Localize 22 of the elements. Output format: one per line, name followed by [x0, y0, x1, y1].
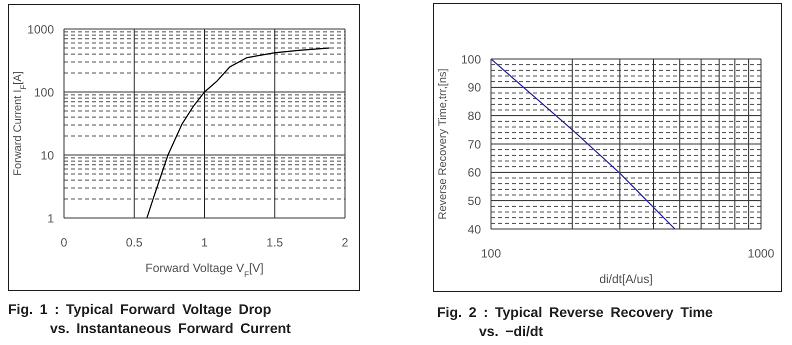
y-tick-label: 100 — [34, 85, 54, 100]
x-tick-label: 1.5 — [266, 236, 284, 250]
line-series — [146, 47, 330, 218]
y-tick-label: 60 — [468, 166, 482, 180]
y-tick-label: 80 — [468, 108, 482, 123]
y-tick-label: 1000 — [27, 22, 54, 36]
x-tick-label: 0.5 — [126, 236, 143, 250]
x-tick-label: 1 — [201, 236, 208, 250]
y-tick-label: 90 — [468, 80, 482, 95]
y-tick-label: 40 — [468, 222, 482, 236]
x-tick-label: 2 — [342, 236, 349, 250]
text: Fig. 1 : Typical Forward Voltage Drop vs. Instantaneous Forward Current — [8, 300, 291, 338]
y-axis-title: Reverse Recovery Time,trr,[ns] — [437, 68, 449, 220]
y-tick-label: 1 — [47, 211, 54, 226]
x-axis-title: Forward Voltage V$_{F}$[V] — [145, 261, 264, 278]
x-axis-title: di/dt[A/us] — [599, 272, 653, 286]
text: Fig. 2 : Typical Reverse Recovery Time vs. −di/dt — [437, 303, 713, 341]
x-tick-label: 0 — [60, 236, 68, 250]
y-tick-label: 10 — [40, 148, 54, 162]
y-tick-label: 100 — [460, 52, 482, 66]
y-tick-label: 70 — [468, 137, 482, 152]
y-tick-label: 50 — [468, 194, 482, 208]
